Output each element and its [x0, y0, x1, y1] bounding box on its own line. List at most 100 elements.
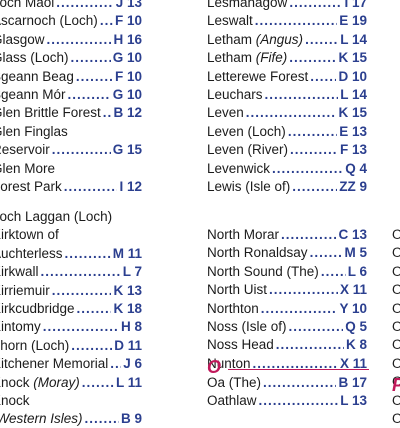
place-name: Loch Maol — [0, 0, 55, 10]
leader-dots: ........................................… — [264, 87, 339, 102]
place-name: Glass (Loch) — [0, 50, 69, 66]
place-name: Thorn (Loch) — [0, 337, 70, 353]
leader-dots: ........................................… — [64, 245, 111, 261]
grid-reference: G 10 — [112, 87, 142, 102]
truncated-entry: O — [392, 282, 400, 298]
grid-reference: K 15 — [338, 50, 367, 66]
place-name: Loch Laggan (Loch) — [0, 209, 113, 224]
place-name: Reservoir — [0, 142, 50, 158]
grid-reference: K 13 — [113, 282, 142, 298]
index-entry: Letham (Fife)...........................… — [207, 49, 367, 67]
section-letter-p: P — [392, 376, 400, 394]
place-name: Auchterless — [0, 245, 63, 261]
place-name: Leven (Loch) — [207, 123, 286, 139]
index-entry: Kitchener Memorial......................… — [0, 355, 142, 373]
index-entry: North Uist..............................… — [207, 281, 367, 299]
place-name: Kirkcudbridge — [0, 301, 75, 316]
index-entry: Kintomy.................................… — [0, 318, 142, 336]
place-name: Sgeann Beag — [0, 68, 74, 84]
place-name: Kirkwall — [0, 264, 39, 280]
index-entry: Leven (Loch)............................… — [207, 123, 367, 141]
place-name: (Western Isles) — [0, 411, 83, 427]
grid-reference: M 11 — [112, 245, 142, 261]
place-name: Northton — [207, 300, 259, 316]
leader-dots: ........................................… — [67, 87, 111, 102]
leader-dots: ........................................… — [258, 393, 339, 409]
index-entry: North Morar.............................… — [207, 226, 367, 244]
grid-reference: I 12 — [119, 179, 142, 194]
truncated-entry: O — [392, 227, 400, 242]
place-name: Letham (Fife) — [207, 50, 288, 66]
index-entry: Sgeann Mór..............................… — [0, 86, 142, 104]
index-entry: Kirkcudbridge...........................… — [0, 300, 142, 318]
place-name: Glen More — [0, 160, 56, 176]
place-name: Glen Finglas — [0, 123, 68, 139]
grid-reference: L 6 — [347, 263, 367, 279]
leader-dots: ........................................… — [46, 31, 112, 47]
leader-dots: ........................................… — [289, 50, 337, 66]
place-name: North Morar — [207, 227, 280, 242]
grid-reference: H 16 — [113, 31, 142, 47]
place-name: Sgeann Mór — [0, 87, 66, 102]
place-name: Leven — [207, 105, 244, 121]
place-name: Oa (The) — [207, 375, 262, 390]
leader-dots: ........................................… — [252, 355, 338, 371]
leader-dots: ........................................… — [70, 50, 111, 66]
leader-dots: ........................................… — [110, 356, 121, 372]
place-name: Glasgow — [0, 31, 45, 47]
index-entry: Letterewe Forest........................… — [207, 68, 367, 86]
place-name: Knock (Moray) — [0, 374, 80, 390]
place-name: Noss Head — [207, 337, 274, 353]
index-entry: Forest Park.............................… — [0, 178, 142, 196]
index-entry: Kirriemuir..............................… — [0, 282, 142, 300]
grid-reference: K 15 — [338, 105, 367, 121]
grid-reference: Q 4 — [345, 160, 367, 176]
index-entry: Glen More — [0, 160, 142, 178]
leader-dots: ........................................… — [287, 123, 338, 139]
place-name: Ascarnoch (Loch) — [0, 13, 98, 29]
index-entry: Noss Head...............................… — [207, 336, 367, 354]
index-entry: Auchterless.............................… — [0, 245, 142, 263]
place-name: Oathlaw — [207, 393, 257, 409]
grid-reference: F 10 — [114, 13, 142, 29]
index-entry: Northton................................… — [207, 300, 367, 318]
index-entry: Glass (Loch)............................… — [0, 49, 142, 67]
grid-reference: F 10 — [114, 68, 142, 84]
index-entry: Levenwick...............................… — [207, 160, 367, 178]
place-name: Glen Brittle Forest — [0, 105, 101, 121]
leader-dots: ........................................… — [75, 68, 113, 84]
grid-reference: G 10 — [112, 50, 142, 66]
place-name: Forest Park — [0, 179, 62, 194]
grid-reference: L 11 — [115, 374, 142, 390]
grid-reference: G 15 — [112, 142, 142, 158]
index-entry: Oathlaw.................................… — [207, 392, 367, 410]
index-entry: Sgeann Beag.............................… — [0, 68, 142, 86]
grid-reference: C 13 — [338, 227, 367, 242]
index-entry: North Ronaldsay.........................… — [207, 244, 367, 262]
leader-dots: ........................................… — [292, 179, 337, 194]
leader-dots: ........................................… — [40, 264, 121, 280]
truncated-entry: O — [392, 319, 400, 334]
truncated-entry: O — [392, 374, 400, 390]
grid-reference: F 13 — [339, 142, 367, 158]
leader-dots: ........................................… — [51, 142, 111, 158]
truncated-entry: O — [392, 263, 400, 279]
index-entry: Leswalt.................................… — [207, 12, 367, 30]
leader-dots: ........................................… — [76, 301, 112, 316]
index-entry: Oa (The)................................… — [207, 374, 367, 392]
grid-reference: K 18 — [113, 301, 142, 316]
leader-dots: ........................................… — [254, 13, 337, 29]
grid-reference: J 13 — [115, 0, 142, 10]
grid-reference: L 14 — [340, 87, 367, 102]
grid-reference: B 9 — [120, 411, 142, 427]
grid-reference: Q 5 — [345, 319, 367, 334]
leader-dots: ........................................… — [281, 227, 336, 242]
place-name: Nunton — [207, 355, 251, 371]
index-entry: Thorn (Loch)............................… — [0, 337, 142, 355]
index-entry: Ascarnoch (Loch)........................… — [0, 12, 142, 30]
leader-dots: ........................................… — [263, 375, 336, 390]
index-entry: Knock — [0, 392, 142, 410]
grid-reference: E 19 — [339, 13, 367, 29]
index-entry: Glen Finglas — [0, 123, 142, 141]
place-name: Knock — [0, 393, 30, 408]
